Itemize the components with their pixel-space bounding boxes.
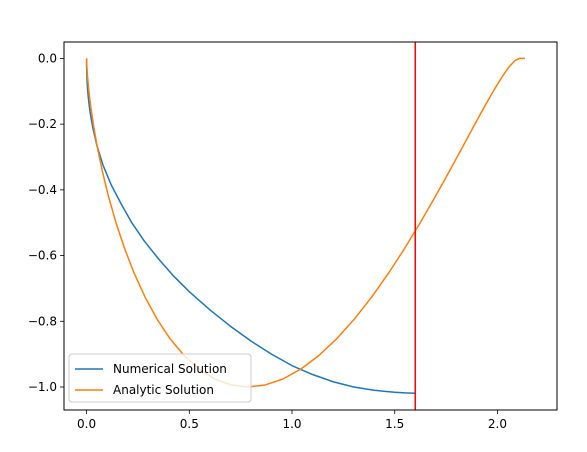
series-line-numerical [85,58,416,394]
y-tick-label: −0.4 [28,183,57,197]
y-tick-label: −0.6 [28,249,57,263]
axis-layer: 0.0 0.5 1.0 1.5 2.0 0.0 −0.2 −0.4 −0.6 −0.8 −1.0 [28,51,507,431]
x-tick-label: 0.0 [77,417,96,431]
legend: Numerical Solution Analytic Solution [68,353,252,403]
x-tick-label: 2.0 [488,417,507,431]
y-tick-label: −0.8 [28,314,57,328]
x-tick-label: 0.5 [180,417,199,431]
series-line-analytic [85,57,526,388]
plot-layer [85,42,526,410]
legend-box [68,353,252,403]
legend-label: Numerical Solution [113,362,227,376]
plot-frame [63,41,558,411]
y-tick-label: 0.0 [38,51,57,65]
legend-label: Analytic Solution [113,383,214,397]
y-tick-label: −0.2 [28,117,57,131]
x-tick-label: 1.0 [282,417,301,431]
x-tick-label: 1.5 [385,417,404,431]
y-tick-label: −1.0 [28,380,57,394]
